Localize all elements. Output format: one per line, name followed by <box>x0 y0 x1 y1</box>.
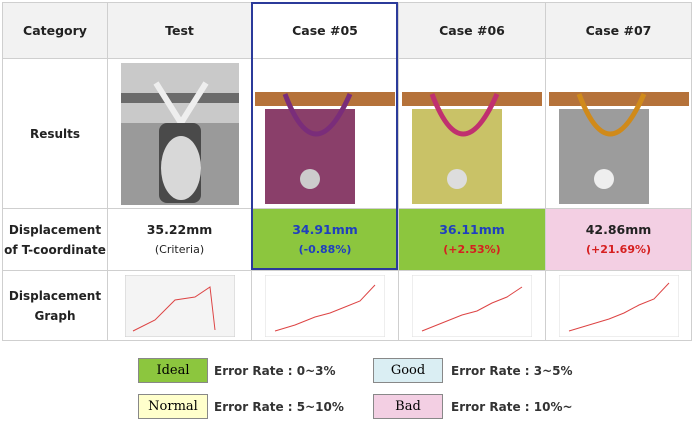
graph-thumb <box>265 274 385 337</box>
header-cell: Case #05 <box>251 2 399 59</box>
test-photo <box>120 62 239 205</box>
rate-text: (+21.69%) <box>585 242 652 256</box>
graph-thumb <box>558 274 679 337</box>
legend-swatch: Normal <box>138 394 208 419</box>
legend-swatch: Ideal <box>138 358 208 383</box>
header-cell: Category <box>2 2 108 59</box>
value-cell: 36.11mm (+2.53%) <box>398 208 546 271</box>
case-render <box>255 63 395 204</box>
rate-text: (+2.53%) <box>443 242 501 256</box>
legend-text: Error Rate : 0~3% <box>214 364 336 378</box>
image-cell <box>251 58 399 209</box>
label-text: Results <box>29 126 81 141</box>
graph-cell <box>251 270 399 341</box>
row-label: Displacement of T-coordinate <box>2 208 108 271</box>
header-cell: Case #06 <box>398 2 546 59</box>
legend-name: Ideal <box>156 363 190 378</box>
rate-text: (Criteria) <box>154 242 205 256</box>
graph-thumb <box>124 274 235 337</box>
legend-text: Error Rate : 5~10% <box>214 400 344 414</box>
header-cell: Test <box>107 2 252 59</box>
legend-name: Bad <box>395 399 421 414</box>
value-cell: 35.22mm (Criteria) <box>107 208 252 271</box>
image-cell <box>545 58 692 209</box>
graph-cell <box>398 270 546 341</box>
label-text: Graph <box>34 308 76 323</box>
selected-column <box>251 2 398 270</box>
header-text: Case #07 <box>585 22 652 38</box>
image-cell <box>107 58 252 209</box>
case-render <box>548 63 689 204</box>
case-render <box>402 63 542 204</box>
legend-text: Error Rate : 3~5% <box>451 364 573 378</box>
graph-cell <box>545 270 692 341</box>
legend-swatch: Bad <box>373 394 443 419</box>
legend-text: Error Rate : 10%~ <box>451 400 573 414</box>
header-text: Test <box>165 22 194 38</box>
header-text: Case #06 <box>439 22 505 38</box>
row-label: Displacement Graph <box>2 270 108 341</box>
value-text: 35.22mm <box>146 221 213 237</box>
row-label: Results <box>2 58 108 209</box>
graph-cell <box>107 270 252 341</box>
graph-thumb <box>412 274 532 337</box>
label-text: Displacement <box>8 288 102 303</box>
rate-text: (-0.88%) <box>298 242 352 256</box>
value-text: 34.91mm <box>292 221 358 237</box>
value-cell: 42.86mm (+21.69%) <box>545 208 692 271</box>
legend-name: Normal <box>148 399 198 414</box>
image-cell <box>398 58 546 209</box>
legend-name: Good <box>390 363 426 378</box>
value-cell: 34.91mm (-0.88%) <box>251 208 399 271</box>
header-text: Category <box>23 22 87 38</box>
header-cell: Case #07 <box>545 2 692 59</box>
label-text: of T-coordinate <box>4 242 106 257</box>
value-text: 42.86mm <box>585 221 652 237</box>
header-text: Case #05 <box>292 22 358 38</box>
label-text: Displacement <box>8 222 102 237</box>
value-text: 36.11mm <box>439 221 505 237</box>
legend-swatch: Good <box>373 358 443 383</box>
